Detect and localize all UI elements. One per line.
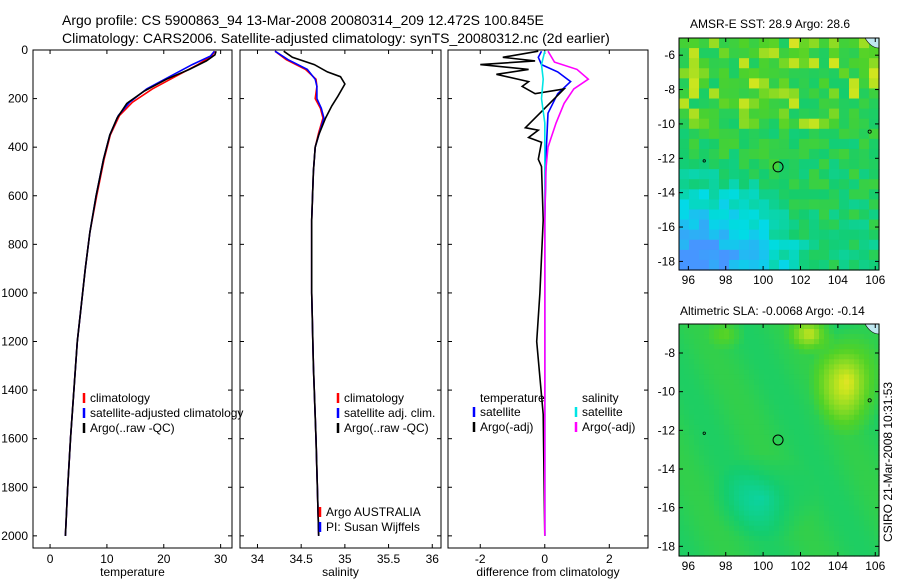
lat-tick-label: -8 [664,346,675,360]
lat-tick-label: -12 [658,151,676,165]
legend-label: satellite [480,405,521,419]
panel-frame [32,49,233,549]
island-cocos [702,159,706,163]
y-tick-label: 1600 [1,432,28,446]
sla-map: 96 98 100 102 104 106 -8 -10 -12 -14 -16 -18 [658,323,886,573]
argo-float-marker [772,434,784,446]
sla-map-title: Altimetric SLA: -0.0068 Argo: -0.14 [680,304,865,318]
header-title-line2: Climatology: CARS2006. Satellite-adjuste… [62,30,610,46]
legend-label: satellite-adjusted climatology [90,406,243,420]
x-axis-label: difference from climatology [476,565,619,579]
y-tick-label: 400 [8,140,28,154]
lon-tick-label: 104 [828,273,848,287]
argo-float-marker [772,161,784,173]
legend-label: climatology [90,391,150,405]
lat-tick-label: -10 [658,117,676,131]
legend-label: climatology [344,391,404,405]
lat-tick-label: -8 [664,83,675,97]
y-tick-label: 800 [8,237,28,251]
x-tick-label: 0 [541,552,548,566]
x-tick-label: 35 [338,552,352,566]
x-tick-label: 34.5 [289,552,313,566]
map-frame [678,37,880,271]
lat-tick-label: -16 [658,220,676,234]
x-tick-label: 30 [214,552,228,566]
panel-frame [239,49,442,549]
lat-tick-label: -18 [658,539,676,553]
lon-tick-label: 98 [719,273,733,287]
lon-tick-label: 98 [719,559,733,573]
series-line-satellite-adjusted [64,50,216,536]
y-tick-label: 2000 [1,529,28,543]
series-line-salinity-argo-adj- [544,50,590,536]
lat-tick-label: -16 [658,501,676,515]
profile-panel-1: 34 34.5 35 35.5 36 salinity climatologysatelli… [239,49,442,579]
x-tick-label: 10 [100,552,114,566]
x-tick-label: 0 [47,552,54,566]
lon-tick-label: 106 [865,559,885,573]
lat-tick-label: -18 [658,254,676,268]
x-tick-label: 20 [157,552,171,566]
y-tick-label: 600 [8,189,28,203]
legend-label: satellite adj. clim. [344,406,435,420]
y-tick-label: 1400 [1,383,28,397]
lat-tick-label: -14 [658,186,676,200]
x-tick-label: 36 [426,552,440,566]
series-line-argo [64,50,217,536]
annotation-label: PI: Susan Wijffels [326,520,420,534]
sst-map: 96 98 100 102 104 106 -6 -8 -10 -12 -14 -16 -18 [658,37,886,287]
lon-tick-label: 96 [682,273,696,287]
lat-tick-label: -6 [664,48,675,62]
x-axis-label: temperature [100,565,165,579]
legend-heading: temperature [480,391,545,405]
island-christmas [867,129,872,134]
series-line-argo [283,50,346,536]
lon-tick-label: 102 [790,273,810,287]
lon-tick-label: 96 [682,559,696,573]
y-tick-label: 1200 [1,335,28,349]
x-tick-label: 35.5 [377,552,401,566]
lon-tick-label: 106 [865,273,885,287]
legend-heading: salinity [582,391,619,405]
lon-tick-label: 104 [828,559,848,573]
island-cocos [702,431,706,435]
y-tick-label: 1000 [1,286,28,300]
legend-label: Argo(-adj) [480,420,533,434]
map-frame [678,323,880,557]
legend-label: Argo(..raw -QC) [90,421,175,435]
x-tick-label: 34 [251,552,265,566]
profile-panel-0: 0 10 20 30 temperature 0 200 400 600 800 1000 1200 1… [1,43,243,579]
series-line-climatology [64,50,216,536]
sst-map-title: AMSR-E SST: 28.9 Argo: 28.6 [690,17,851,31]
series-line-climatology [274,50,324,536]
panel-frame [447,49,649,549]
lon-tick-label: 102 [790,559,810,573]
legend-label: Argo(..raw -QC) [344,421,429,435]
island-christmas [867,398,872,403]
header-title-line1: Argo profile: CS 5900863_94 13-Mar-2008 … [62,12,544,28]
series-line-temperature-argo-adj- [480,50,567,536]
lon-tick-label: 100 [753,559,773,573]
lon-tick-label: 100 [753,273,773,287]
x-tick-label: -2 [475,552,486,566]
annotation-label: Argo AUSTRALIA [326,505,421,519]
x-axis-label: salinity [322,565,359,579]
legend-label: satellite [582,405,623,419]
lat-tick-label: -12 [658,423,676,437]
y-tick-label: 0 [21,43,28,57]
x-tick-label: 2 [606,552,613,566]
lat-tick-label: -10 [658,385,676,399]
lat-tick-label: -14 [658,462,676,476]
y-tick-label: 200 [8,92,28,106]
y-tick-label: 1800 [1,480,28,494]
legend-label: Argo(-adj) [582,420,635,434]
